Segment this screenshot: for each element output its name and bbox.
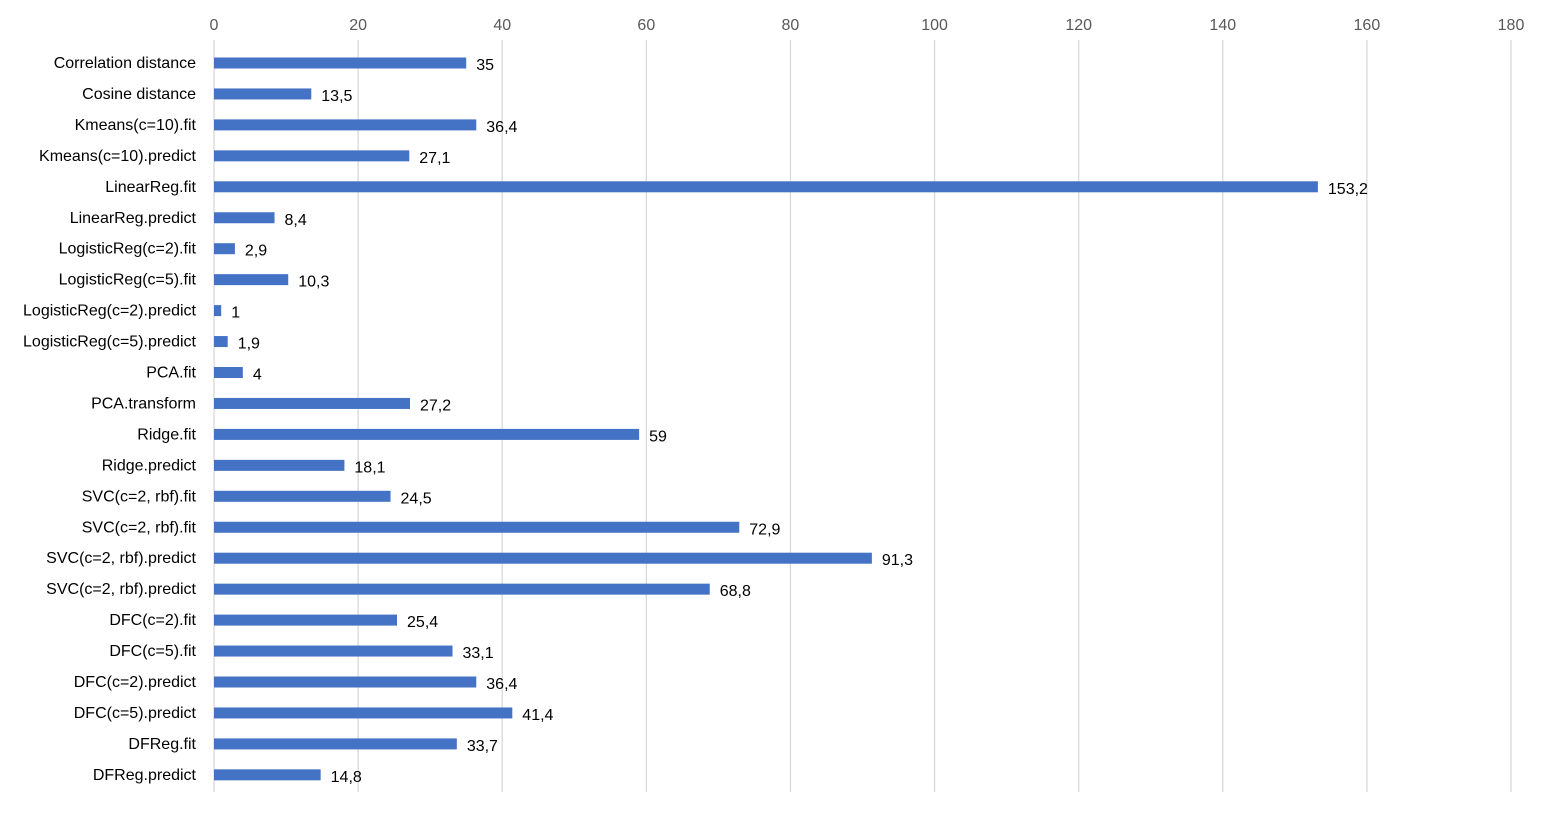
data-label: 33,1: [463, 645, 494, 662]
category-label: SVC(c=2, rbf).predict: [46, 550, 196, 567]
bar: [214, 305, 222, 317]
data-labels: 35 13,5 36,4 27,1 153,2 8,4 2,9 10,3 1 1,9 4 27,2 59…: [231, 57, 1368, 786]
data-label: 36,4: [486, 119, 517, 136]
data-label: 72,9: [749, 521, 780, 538]
bar: [214, 552, 872, 564]
bars: [214, 57, 1318, 781]
bar: [214, 336, 228, 348]
category-label: SVC(c=2, rbf).fit: [82, 488, 197, 505]
data-label: 2,9: [245, 243, 267, 260]
category-label: DFC(c=5).fit: [109, 643, 196, 660]
data-label: 13,5: [321, 88, 352, 105]
bar: [214, 769, 321, 781]
category-label: SVC(c=2, rbf).fit: [82, 519, 197, 536]
x-tick-label: 80: [782, 17, 800, 34]
category-label: PCA.fit: [146, 365, 196, 382]
data-label: 24,5: [401, 490, 432, 507]
category-label: SVC(c=2, rbf).predict: [46, 581, 196, 598]
data-label: 68,8: [720, 583, 751, 600]
category-label: Ridge.predict: [102, 457, 197, 474]
bar: [214, 459, 345, 471]
data-label: 35: [476, 57, 494, 74]
data-label: 4: [253, 367, 262, 384]
data-label: 1,9: [238, 336, 260, 353]
bar: [214, 212, 275, 224]
bar: [214, 707, 513, 719]
category-label: DFC(c=2).fit: [109, 612, 196, 629]
bar: [214, 181, 1318, 193]
category-label: DFReg.fit: [128, 736, 196, 753]
data-label: 41,4: [522, 707, 553, 724]
data-label: 36,4: [486, 676, 517, 693]
data-label: 1: [231, 305, 240, 322]
data-label: 25,4: [407, 614, 438, 631]
category-label: LogisticReg(c=5).predict: [23, 334, 197, 351]
bar: [214, 676, 477, 688]
x-tick-label: 40: [493, 17, 511, 34]
category-label: DFC(c=2).predict: [74, 674, 197, 691]
bar: [214, 614, 398, 626]
category-label: LinearReg.fit: [105, 179, 196, 196]
category-label: Ridge.fit: [137, 426, 196, 443]
data-label: 59: [649, 428, 667, 445]
bar: [214, 119, 477, 131]
x-tick-label: 0: [210, 17, 219, 34]
category-label: DFReg.predict: [93, 767, 197, 784]
data-label: 14,8: [331, 769, 362, 786]
category-label: Kmeans(c=10).fit: [75, 117, 197, 134]
x-tick-label: 120: [1065, 17, 1092, 34]
x-tick-label: 140: [1209, 17, 1236, 34]
data-label: 91,3: [882, 552, 913, 569]
category-label: DFC(c=5).predict: [74, 705, 197, 722]
gridlines: [213, 40, 1512, 792]
bar: [214, 57, 467, 69]
bar: [214, 428, 640, 440]
x-tick-label: 180: [1498, 17, 1525, 34]
category-label: Correlation distance: [54, 55, 196, 72]
category-label: LinearReg.predict: [70, 210, 197, 227]
data-label: 8,4: [285, 212, 307, 229]
bar: [214, 521, 740, 533]
data-label: 33,7: [467, 738, 498, 755]
data-label: 10,3: [298, 274, 329, 291]
category-label: LogisticReg(c=2).predict: [23, 303, 197, 320]
category-label: LogisticReg(c=2).fit: [59, 241, 197, 258]
bar: [214, 367, 243, 378]
bar: [214, 397, 410, 409]
x-tick-label: 20: [349, 17, 367, 34]
data-label: 27,2: [420, 397, 451, 414]
data-label: 153,2: [1328, 181, 1368, 198]
category-label: Cosine distance: [82, 86, 196, 103]
bar: [214, 150, 410, 162]
bar: [214, 645, 453, 657]
x-axis-ticks: 0 20 40 60 80 100 120 140 160 180: [210, 17, 1525, 34]
data-label: 27,1: [419, 150, 450, 167]
bar: [214, 738, 457, 750]
bar: [214, 490, 391, 502]
bar: [214, 583, 710, 595]
category-label: PCA.transform: [91, 395, 196, 412]
x-tick-label: 160: [1354, 17, 1381, 34]
category-labels: Correlation distance Cosine distance Kmean…: [23, 55, 197, 784]
bar: [214, 88, 312, 100]
category-label: LogisticReg(c=5).fit: [59, 272, 197, 289]
x-tick-label: 60: [637, 17, 655, 34]
category-label: Kmeans(c=10).predict: [39, 148, 197, 165]
bar: [214, 274, 289, 286]
x-tick-label: 100: [921, 17, 948, 34]
bar: [214, 243, 235, 255]
data-label: 18,1: [354, 459, 385, 476]
